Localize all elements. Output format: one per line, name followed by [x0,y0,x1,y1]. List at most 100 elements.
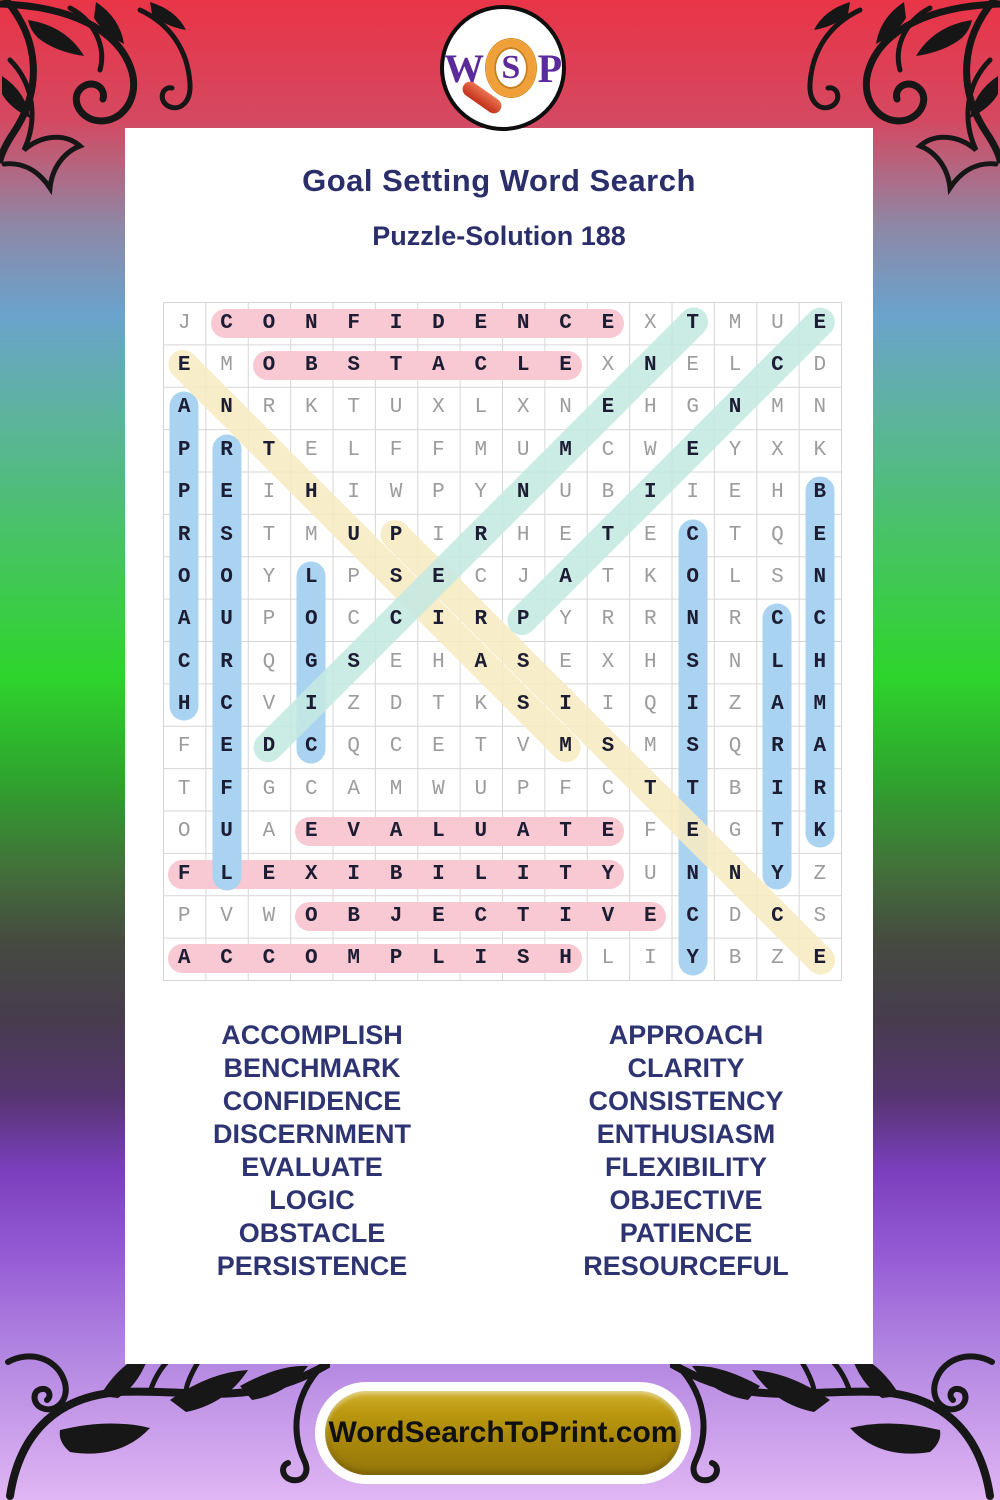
grid-letter: U [220,820,233,844]
grid-letter: C [771,904,784,928]
grid-letter: I [771,777,784,801]
grid-letter: C [813,608,827,632]
grid-letter: C [389,608,403,632]
grid-letter: Y [771,862,784,886]
grid-letter: N [728,650,742,674]
solution-highlight-objective [295,901,667,931]
grid-letter: Y [601,862,615,886]
grid-letter: P [516,608,530,632]
grid-letter: F [432,438,445,462]
grid-letter: S [347,354,360,378]
grid-letter: S [347,650,360,674]
grid-letter: A [771,693,784,717]
grid-letter: R [220,650,233,674]
grid-letter: O [177,820,191,844]
grid-letter: T [347,396,360,420]
grid-letter: C [474,904,488,928]
website-link-button[interactable]: WordSearchToPrint.com [325,1391,681,1475]
grid-letter: N [220,396,233,420]
grid-letter: W [644,438,657,462]
grid-letter: C [347,608,360,632]
grid-letter: T [262,523,276,547]
grid-letter: A [559,565,572,589]
grid-letter: O [177,565,191,589]
grid-letter: G [262,777,276,801]
grid-letter: A [177,608,191,632]
grid-letter: T [262,438,276,462]
grid-letter: A [474,650,488,674]
grid-letter: I [559,904,572,928]
grid-letter: X [771,438,784,462]
grid-letter: N [686,608,699,632]
word-list-right-column: APPROACH CLARITY CONSISTENCY ENTHUSIASM FLEX… [499,1019,873,1283]
grid-letter: E [686,438,699,462]
grid-letter: H [516,523,530,547]
grid-letter: Q [262,650,276,674]
grid-letter: W [262,904,276,928]
grid-letter: B [601,481,615,505]
grid-letter: H [771,481,784,505]
grid-letter: M [813,693,827,717]
grid-letter: U [220,608,233,632]
grid-letter: D [432,311,445,335]
grid-letter: O [262,311,276,335]
grid-letter: S [516,693,530,717]
grid-letter: X [644,311,657,335]
grid-letter: F [389,438,403,462]
grid-letter: I [516,862,530,886]
grid-letter: T [559,862,572,886]
grid-letter: N [728,862,742,886]
word-list-item: OBJECTIVE [609,1185,763,1215]
grid-letter: U [644,862,657,886]
grid-letter: I [347,862,360,886]
grid-letter: K [644,565,657,589]
grid-letter: R [262,396,276,420]
grid-letter: Z [347,693,360,717]
solution-highlight-evaluate [295,817,624,847]
grid-letter: A [177,396,191,420]
grid-letter: C [220,311,233,335]
grid-letter: S [516,650,530,674]
grid-letter: Z [813,862,827,886]
grid-letter: F [177,735,191,759]
grid-letter: U [474,820,488,844]
grid-letter: H [177,693,191,717]
grid-letter: E [389,650,403,674]
grid-letter: N [516,311,530,335]
grid-letter: D [389,693,403,717]
grid-letter: B [728,777,742,801]
grid-letter: P [177,904,191,928]
grid-letter: C [177,650,191,674]
word-list-item: CLARITY [627,1053,745,1083]
grid-letter: E [559,354,572,378]
grid-letter: L [347,438,360,462]
grid-letter: Y [474,481,488,505]
grid-letter: P [347,565,360,589]
word-list-item: RESOURCEFUL [583,1251,789,1281]
grid-letter: G [686,396,699,420]
grid-letter: H [644,650,657,674]
grid-letter: U [474,777,488,801]
grid-letter: Y [262,565,276,589]
grid-letter: B [305,354,318,378]
grid-letter: O [220,565,233,589]
grid-letter: U [347,523,360,547]
grid-letter: C [262,947,276,971]
grid-letter: H [305,481,318,505]
grid-letter: L [728,565,742,589]
grid-letter: A [389,820,403,844]
grid-letter: E [601,820,615,844]
grid-letter: I [305,693,318,717]
grid-letter: T [771,820,784,844]
grid-letter: T [474,735,488,759]
grid-letter: R [220,438,233,462]
grid-letter: L [220,862,233,886]
grid-letter: R [813,777,827,801]
grid-letter: Q [644,693,657,717]
grid-letter: O [686,565,699,589]
grid-letter: F [177,862,191,886]
grid-letter: N [305,311,318,335]
grid-letter: S [813,904,827,928]
grid-letter: L [771,650,784,674]
grid-letter: C [771,354,784,378]
